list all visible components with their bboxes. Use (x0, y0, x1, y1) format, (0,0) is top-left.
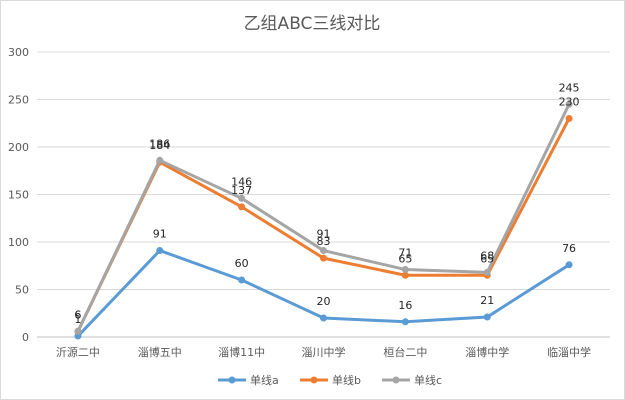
y-axis: 0 50 100 150 200 250 300 (8, 46, 29, 344)
data-label: 6 (74, 308, 81, 321)
data-point (238, 276, 246, 284)
data-label: 230 (559, 96, 580, 109)
gridlines (37, 51, 610, 338)
data-point (565, 261, 573, 269)
x-tick-label: 临淄中学 (547, 345, 591, 359)
data-point (320, 254, 327, 262)
data-point (238, 203, 246, 211)
data-label: 91 (317, 228, 331, 241)
legend-marker (392, 376, 400, 384)
data-label: 65 (398, 252, 412, 265)
data-label: 1 (74, 313, 81, 326)
y-tick-label: 50 (15, 284, 29, 297)
y-tick-label: 150 (8, 189, 29, 202)
legend-marker (310, 376, 318, 384)
data-label: 245 (559, 81, 580, 94)
data-label: 68 (480, 249, 494, 262)
data-label: 60 (235, 257, 249, 270)
data-point (320, 247, 327, 255)
data-label: 137 (231, 184, 252, 197)
data-label: 83 (317, 235, 331, 248)
y-tick-label: 0 (22, 331, 29, 344)
data-point (565, 115, 573, 122)
data-label: 186 (149, 137, 170, 150)
data-label: 6 (74, 308, 81, 321)
data-point (156, 247, 164, 255)
data-point (565, 100, 573, 108)
x-axis: 沂源二中 淄博五中 淄博11中 淄川中学 桓台二中 淄博中学 临淄中学 (56, 345, 591, 359)
legend-label: 单线c (414, 373, 442, 387)
data-label: 20 (317, 295, 331, 308)
legend-label: 单线b (332, 373, 361, 387)
data-label: 21 (480, 294, 494, 307)
y-tick-label: 250 (8, 94, 29, 107)
data-label: 16 (398, 299, 412, 312)
series-layer (74, 100, 573, 340)
legend: 单线a 单线b 单线c (218, 373, 442, 387)
data-point (238, 194, 246, 202)
data-label: 76 (562, 242, 576, 255)
x-tick-label: 淄博五中 (138, 346, 182, 359)
data-point (483, 268, 491, 276)
chart-title: 乙组ABC三线对比 (244, 14, 381, 34)
x-tick-label: 淄博中学 (465, 345, 509, 359)
legend-label: 单线a (250, 373, 279, 387)
x-tick-label: 桓台二中 (383, 345, 427, 359)
x-tick-label: 淄川中学 (302, 345, 346, 359)
y-tick-label: 100 (8, 236, 29, 249)
data-point (156, 156, 164, 164)
data-point (401, 266, 409, 274)
data-point (320, 314, 327, 322)
x-tick-label: 沂源二中 (56, 345, 100, 359)
data-label: 184 (149, 139, 170, 152)
y-tick-label: 300 (8, 46, 29, 59)
data-point (483, 313, 491, 321)
data-label: 146 (231, 175, 252, 188)
data-label: 65 (480, 252, 494, 265)
data-point (401, 271, 409, 279)
data-point (401, 318, 409, 326)
legend-marker (228, 376, 236, 384)
data-label: 91 (153, 228, 167, 241)
data-label: 71 (398, 247, 412, 260)
x-tick-label: 淄博11中 (218, 346, 265, 359)
y-tick-label: 200 (8, 141, 29, 154)
data-point (74, 327, 82, 335)
